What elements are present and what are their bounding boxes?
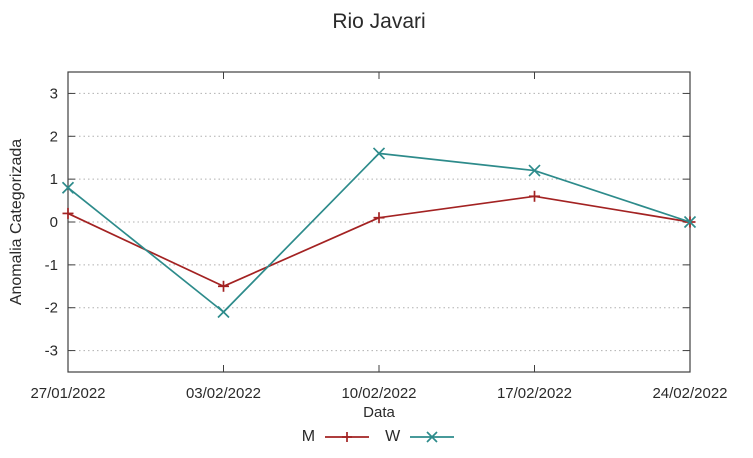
legend-label: M bbox=[301, 428, 316, 445]
legend-item-w: W bbox=[385, 428, 456, 446]
x-tick-label: 17/02/2022 bbox=[497, 385, 572, 402]
legend-label: W bbox=[385, 428, 401, 445]
legend-swatch-plus bbox=[325, 432, 370, 442]
x-tick-label: 10/02/2022 bbox=[341, 385, 416, 402]
series-line-m bbox=[67, 195, 691, 288]
marker-cross bbox=[372, 147, 386, 160]
y-tick-label: -3 bbox=[45, 343, 58, 360]
marker-cross bbox=[217, 305, 230, 319]
marker-cross bbox=[683, 215, 697, 229]
x-axis-label: Data bbox=[363, 404, 395, 421]
legend-swatch-cross bbox=[410, 431, 455, 443]
y-tick-label: 3 bbox=[50, 85, 58, 102]
y-tick-label: -1 bbox=[45, 257, 58, 274]
y-tick-label: 2 bbox=[50, 128, 58, 145]
chart-title: Rio Javari bbox=[332, 10, 426, 33]
x-tick-label: 24/02/2022 bbox=[652, 385, 727, 402]
x-tick-label: 03/02/2022 bbox=[186, 385, 261, 402]
x-tick-label: 27/01/2022 bbox=[30, 385, 105, 402]
series-line-w bbox=[67, 152, 691, 313]
y-tick-label: 1 bbox=[50, 171, 58, 188]
y-tick-label: 0 bbox=[50, 214, 58, 231]
legend-item-m: M bbox=[302, 428, 371, 446]
marker-cross bbox=[528, 164, 541, 177]
marker-cross bbox=[61, 181, 75, 194]
y-tick-label: -2 bbox=[45, 300, 58, 317]
